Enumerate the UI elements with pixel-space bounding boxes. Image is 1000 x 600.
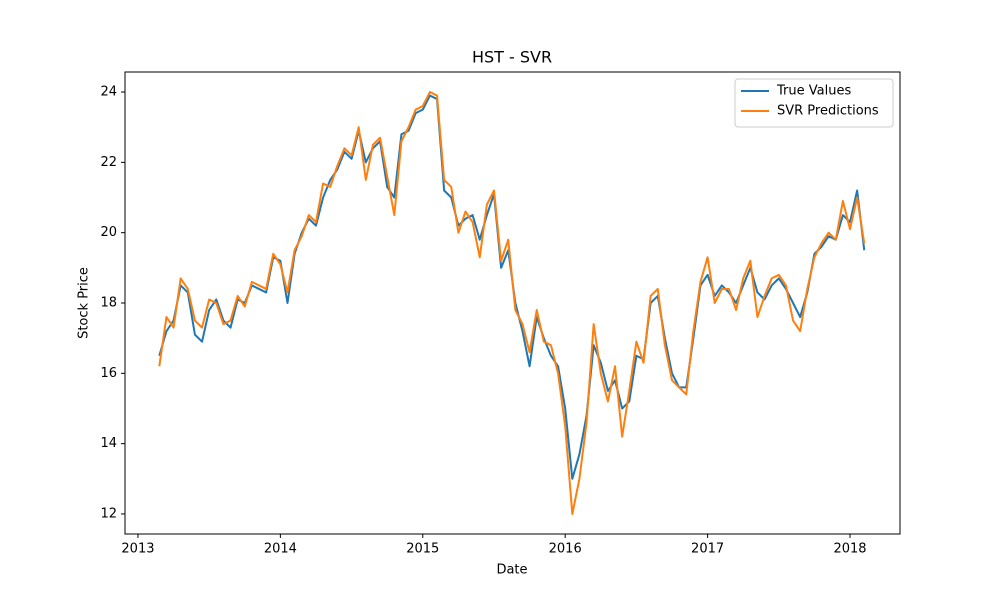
- y-tick-label: 20: [100, 225, 117, 240]
- y-tick-label: 16: [100, 366, 117, 381]
- chart-title: HST - SVR: [472, 48, 552, 67]
- x-tick-label: 2014: [264, 542, 297, 557]
- y-tick-label: 22: [100, 155, 117, 170]
- y-tick-label: 24: [100, 85, 117, 100]
- x-tick-label: 2016: [549, 542, 582, 557]
- plot-frame: [124, 71, 901, 535]
- x-tick-label: 2018: [833, 542, 866, 557]
- y-tick-label: 18: [100, 296, 117, 311]
- y-tick-label: 12: [100, 506, 117, 521]
- legend-label: SVR Predictions: [777, 104, 879, 119]
- x-tick-label: 2017: [691, 542, 724, 557]
- legend-label: True Values: [776, 84, 851, 99]
- x-axis-label: Date: [496, 563, 527, 578]
- legend-box: [734, 78, 894, 128]
- x-tick-label: 2015: [406, 542, 439, 557]
- x-tick-label: 2013: [121, 542, 154, 557]
- y-tick-label: 14: [100, 436, 117, 451]
- y-axis-label: Stock Price: [77, 267, 92, 339]
- series-line: [158, 91, 866, 515]
